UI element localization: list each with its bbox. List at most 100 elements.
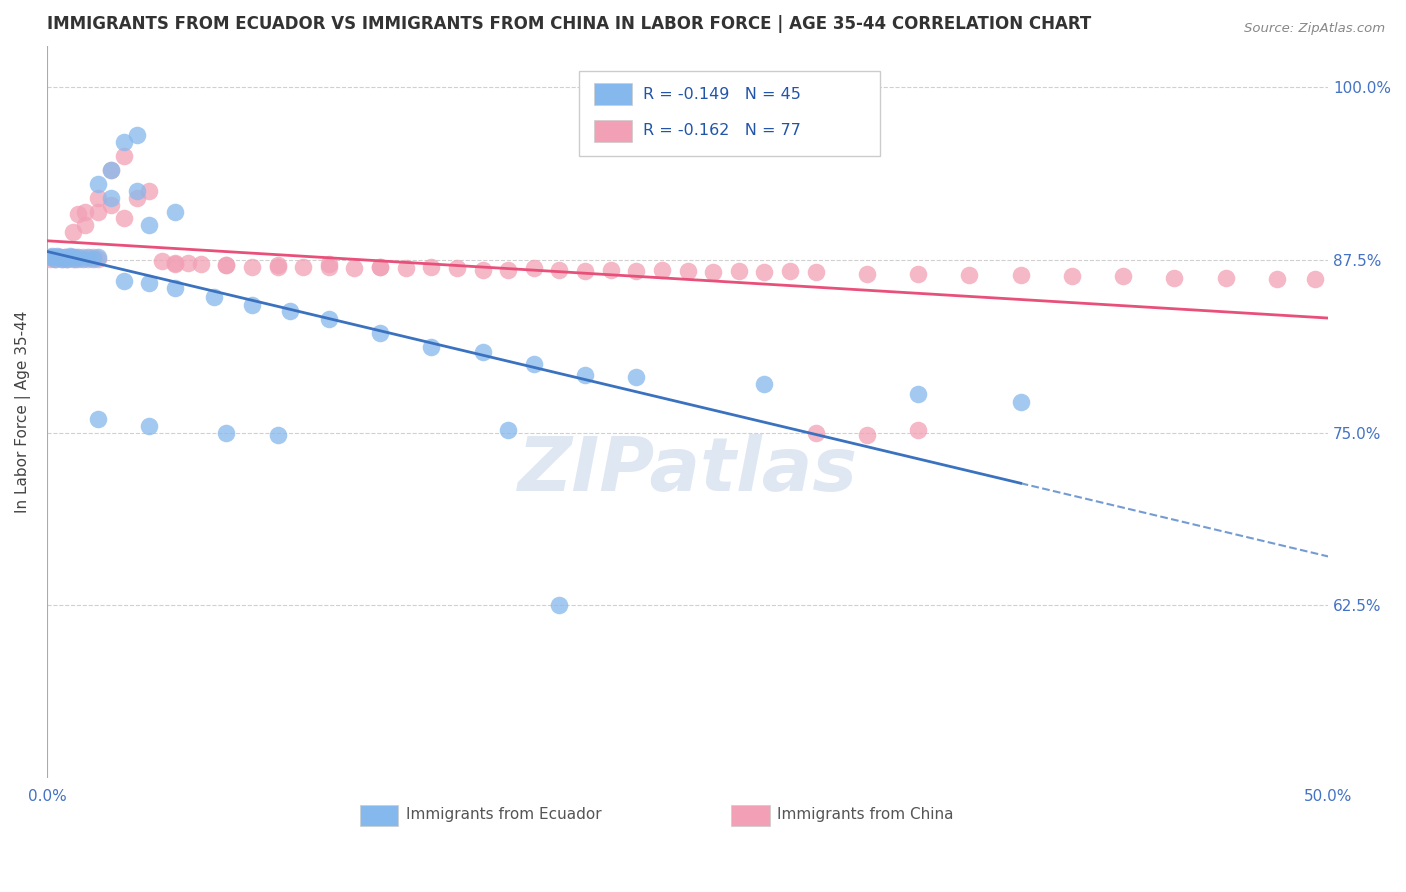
Point bbox=[280, 304, 302, 318]
FancyBboxPatch shape bbox=[731, 805, 769, 827]
Point bbox=[599, 262, 621, 277]
Point bbox=[82, 250, 104, 264]
Point bbox=[138, 418, 160, 433]
Point bbox=[626, 370, 648, 384]
Point bbox=[75, 219, 97, 233]
Point bbox=[318, 260, 340, 274]
Point bbox=[138, 219, 160, 233]
Point bbox=[66, 252, 89, 266]
Y-axis label: In Labor Force | Age 35-44: In Labor Force | Age 35-44 bbox=[15, 310, 31, 513]
Point bbox=[957, 268, 980, 282]
Point bbox=[63, 250, 86, 264]
Text: Immigrants from Ecuador: Immigrants from Ecuador bbox=[406, 806, 602, 822]
Point bbox=[471, 262, 494, 277]
Point bbox=[66, 207, 89, 221]
Point bbox=[53, 250, 76, 264]
Point bbox=[82, 252, 104, 266]
Point bbox=[87, 177, 110, 191]
Text: Source: ZipAtlas.com: Source: ZipAtlas.com bbox=[1244, 22, 1385, 36]
Point bbox=[46, 250, 69, 264]
Point bbox=[59, 250, 82, 264]
Point bbox=[754, 265, 776, 279]
Point bbox=[215, 259, 238, 273]
Point bbox=[100, 197, 122, 211]
Text: IMMIGRANTS FROM ECUADOR VS IMMIGRANTS FROM CHINA IN LABOR FORCE | AGE 35-44 CORR: IMMIGRANTS FROM ECUADOR VS IMMIGRANTS FR… bbox=[46, 15, 1091, 33]
Point bbox=[368, 260, 391, 274]
Point bbox=[266, 260, 288, 274]
Point bbox=[125, 191, 148, 205]
Point bbox=[112, 274, 135, 288]
Point bbox=[215, 259, 238, 273]
Point bbox=[343, 261, 366, 276]
Point bbox=[626, 264, 648, 278]
Point bbox=[651, 262, 673, 277]
Point bbox=[56, 252, 79, 266]
Point bbox=[523, 261, 546, 276]
Point bbox=[907, 387, 929, 401]
Point bbox=[75, 204, 97, 219]
Point bbox=[100, 163, 122, 178]
Point bbox=[72, 252, 94, 266]
Point bbox=[44, 252, 66, 266]
Point bbox=[1265, 272, 1288, 286]
Point bbox=[112, 149, 135, 163]
FancyBboxPatch shape bbox=[593, 120, 633, 142]
Point bbox=[177, 255, 200, 269]
Point bbox=[1215, 270, 1237, 285]
Point bbox=[100, 163, 122, 178]
Point bbox=[292, 260, 315, 274]
Point bbox=[804, 265, 827, 279]
Point bbox=[1163, 270, 1185, 285]
Point bbox=[1305, 272, 1327, 286]
Point bbox=[318, 312, 340, 326]
Point bbox=[56, 252, 79, 266]
Point bbox=[87, 250, 110, 264]
Point bbox=[38, 252, 60, 266]
Point bbox=[1112, 269, 1135, 284]
Point bbox=[165, 257, 187, 271]
Point bbox=[53, 250, 76, 264]
Point bbox=[266, 259, 288, 273]
Point bbox=[77, 250, 100, 264]
Point bbox=[165, 255, 187, 269]
Point bbox=[266, 428, 288, 442]
Point bbox=[112, 211, 135, 226]
Point bbox=[138, 184, 160, 198]
Point bbox=[523, 357, 546, 371]
Point bbox=[125, 128, 148, 143]
Point bbox=[676, 264, 699, 278]
Point bbox=[49, 250, 72, 264]
Point bbox=[190, 257, 212, 271]
Point bbox=[41, 249, 63, 263]
Point bbox=[59, 249, 82, 263]
Point bbox=[41, 250, 63, 264]
Point bbox=[548, 262, 571, 277]
Point bbox=[318, 257, 340, 271]
Point bbox=[215, 425, 238, 440]
Point bbox=[87, 252, 110, 266]
Point bbox=[51, 252, 73, 266]
Point bbox=[240, 298, 263, 312]
Point bbox=[62, 250, 84, 264]
Point bbox=[100, 191, 122, 205]
Point bbox=[496, 262, 519, 277]
Point bbox=[446, 261, 468, 276]
Point bbox=[202, 290, 225, 304]
Point bbox=[165, 204, 187, 219]
Point bbox=[165, 280, 187, 294]
Point bbox=[63, 252, 86, 266]
Text: R = -0.149   N = 45: R = -0.149 N = 45 bbox=[643, 87, 800, 102]
Point bbox=[66, 250, 89, 264]
Point bbox=[496, 423, 519, 437]
Point bbox=[395, 261, 418, 276]
FancyBboxPatch shape bbox=[593, 83, 633, 105]
Text: R = -0.162   N = 77: R = -0.162 N = 77 bbox=[643, 123, 800, 138]
Point bbox=[907, 423, 929, 437]
Point bbox=[779, 264, 801, 278]
Point bbox=[804, 425, 827, 440]
Point bbox=[38, 250, 60, 264]
Point bbox=[87, 204, 110, 219]
Point bbox=[368, 260, 391, 274]
FancyBboxPatch shape bbox=[360, 805, 398, 827]
Point bbox=[548, 599, 571, 613]
